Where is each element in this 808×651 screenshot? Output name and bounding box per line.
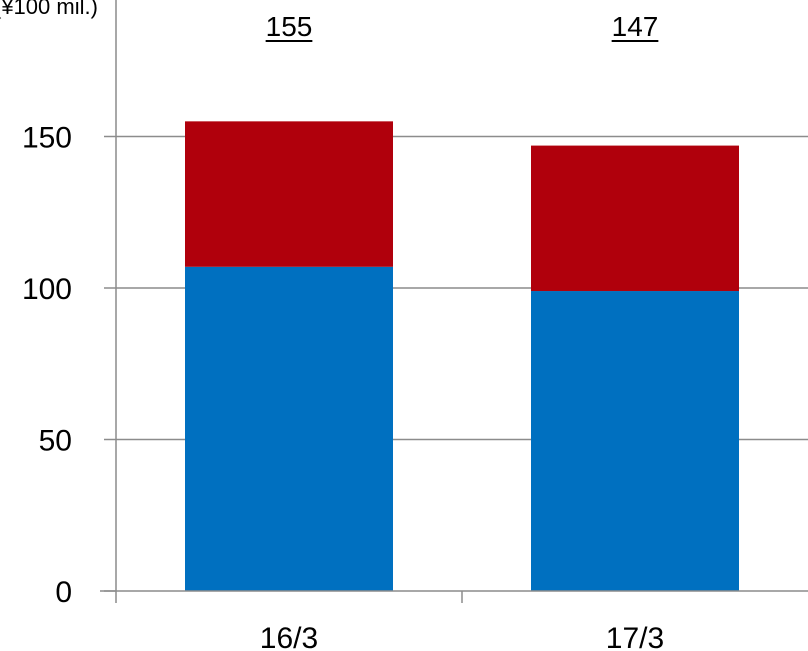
bar-segment-16-3-s2 (185, 121, 393, 267)
total-label-16-3: 155 (266, 11, 313, 42)
bar-segment-17-3-s1 (531, 291, 739, 591)
y-tick-label-0: 0 (55, 576, 72, 609)
y-tick-label-150: 150 (22, 122, 72, 155)
labels: 0 50 100 150 16/3 155 17/3 147 (¥100 mil.) (0, 0, 664, 651)
x-tick-label-17-3: 17/3 (606, 622, 664, 651)
bar-segment-17-3-s2 (531, 145, 739, 292)
unit-label: (¥100 mil.) (0, 0, 98, 19)
y-tick-label-50: 50 (39, 425, 72, 458)
bar-segment-16-3-s1 (185, 266, 393, 591)
x-tick-label-16-3: 16/3 (260, 622, 318, 651)
bars (185, 121, 739, 591)
y-tick-label-100: 100 (22, 273, 72, 306)
axes (100, 0, 808, 603)
total-label-17-3: 147 (612, 11, 659, 42)
